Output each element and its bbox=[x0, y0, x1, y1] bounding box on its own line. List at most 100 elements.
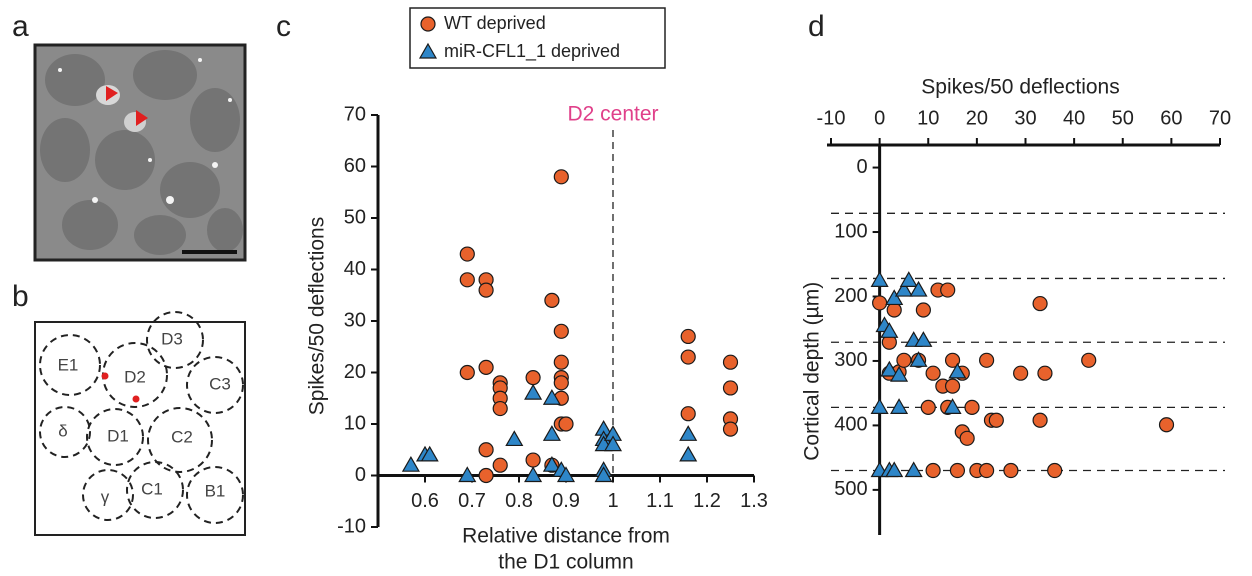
data-point bbox=[542, 425, 561, 441]
barrel-label: D2 bbox=[124, 367, 146, 386]
data-point bbox=[524, 466, 543, 483]
data-point bbox=[459, 364, 475, 381]
legend-marker bbox=[420, 16, 436, 32]
data-point bbox=[459, 246, 475, 262]
data-point bbox=[1032, 295, 1048, 312]
y-tick-label: 0 bbox=[857, 156, 868, 178]
x-tick-label: 1.1 bbox=[646, 490, 674, 512]
data-point bbox=[1047, 462, 1063, 479]
data-point bbox=[544, 292, 560, 308]
panel-label: b bbox=[12, 280, 29, 313]
x-tick-label: 0.8 bbox=[505, 490, 533, 512]
x-tick-label: 30 bbox=[1014, 107, 1036, 129]
x-tick-label: 0.7 bbox=[458, 490, 486, 512]
x-tick-label: 1 bbox=[607, 490, 618, 512]
data-point bbox=[1158, 417, 1175, 433]
data-point bbox=[553, 323, 569, 339]
data-point bbox=[988, 412, 1004, 428]
y-tick-label: -10 bbox=[337, 515, 366, 537]
recording-site bbox=[132, 395, 140, 403]
data-point bbox=[556, 466, 576, 483]
data-point bbox=[553, 354, 569, 370]
data-point bbox=[964, 399, 980, 415]
data-point bbox=[679, 445, 698, 462]
data-point bbox=[885, 289, 904, 306]
panel-label: a bbox=[12, 10, 29, 43]
data-point bbox=[722, 421, 739, 437]
barrel-map bbox=[34, 311, 246, 536]
data-point bbox=[478, 467, 494, 484]
y-tick-label: 300 bbox=[834, 349, 867, 371]
x-tick-label: 50 bbox=[1112, 107, 1134, 129]
barrel-label: E1 bbox=[58, 355, 79, 374]
data-point bbox=[920, 399, 936, 415]
data-point bbox=[948, 362, 967, 379]
x-tick-label: 1.2 bbox=[693, 490, 721, 512]
data-point bbox=[914, 331, 933, 347]
y-tick-label: 70 bbox=[344, 103, 366, 125]
data-point bbox=[478, 282, 494, 298]
annotation: D2 center bbox=[567, 103, 658, 126]
y-tick-label: 10 bbox=[344, 412, 366, 434]
data-point bbox=[553, 375, 569, 391]
barrel-label: C2 bbox=[171, 427, 193, 446]
data-point bbox=[949, 462, 966, 479]
data-point bbox=[680, 349, 696, 365]
panel-label: c bbox=[276, 10, 291, 43]
x-axis-label: Relative distance from bbox=[462, 525, 670, 548]
data-point bbox=[894, 280, 913, 297]
data-point bbox=[524, 383, 543, 400]
data-point bbox=[885, 461, 904, 478]
data-point bbox=[525, 452, 541, 468]
data-point bbox=[915, 302, 931, 318]
data-point bbox=[525, 370, 541, 386]
data-point bbox=[909, 351, 928, 367]
x-tick-label: 0.6 bbox=[411, 490, 439, 512]
data-point bbox=[880, 360, 899, 377]
barrel-label: B1 bbox=[205, 481, 226, 500]
data-point bbox=[401, 455, 420, 472]
data-point bbox=[959, 430, 975, 446]
data-point bbox=[594, 466, 613, 483]
y-axis-label: Spikes/50 deflections bbox=[306, 217, 329, 415]
y-tick-label: 0 bbox=[355, 464, 366, 486]
x-tick-label: 40 bbox=[1063, 107, 1085, 129]
x-tick-label: -10 bbox=[817, 107, 846, 129]
x-axis-label: Spikes/50 deflections bbox=[921, 76, 1119, 99]
data-point bbox=[978, 462, 995, 479]
data-point bbox=[722, 380, 739, 396]
data-point bbox=[458, 466, 477, 483]
data-point bbox=[680, 406, 696, 422]
x-tick-label: 0 bbox=[874, 107, 885, 129]
data-point bbox=[870, 271, 889, 287]
barrel-label: γ bbox=[101, 487, 110, 506]
data-point bbox=[978, 352, 995, 368]
barrel-label: C3 bbox=[209, 374, 231, 393]
data-point bbox=[558, 416, 574, 432]
barrel-label: δ bbox=[58, 421, 67, 440]
data-point bbox=[459, 272, 475, 288]
data-point bbox=[722, 354, 739, 370]
data-point bbox=[943, 398, 962, 414]
y-tick-label: 40 bbox=[344, 258, 366, 280]
data-point bbox=[542, 389, 561, 405]
x-tick-label: 10 bbox=[917, 107, 939, 129]
x-axis-label: the D1 column bbox=[498, 551, 633, 574]
data-point bbox=[925, 365, 941, 381]
data-point bbox=[944, 378, 961, 394]
y-tick-label: 60 bbox=[344, 155, 366, 177]
y-tick-label: 500 bbox=[834, 478, 867, 500]
x-tick-label: 20 bbox=[966, 107, 988, 129]
y-tick-label: 200 bbox=[834, 285, 867, 307]
data-point bbox=[680, 328, 696, 345]
data-point bbox=[603, 435, 623, 452]
barrel-label: C1 bbox=[141, 479, 163, 498]
legend-label: miR-CFL1_1 deprived bbox=[444, 41, 620, 62]
data-point bbox=[478, 359, 494, 375]
data-point bbox=[1081, 352, 1097, 368]
data-point bbox=[505, 430, 524, 447]
x-tick-label: 60 bbox=[1160, 107, 1182, 129]
data-point bbox=[1037, 365, 1053, 381]
recording-site bbox=[101, 372, 109, 380]
